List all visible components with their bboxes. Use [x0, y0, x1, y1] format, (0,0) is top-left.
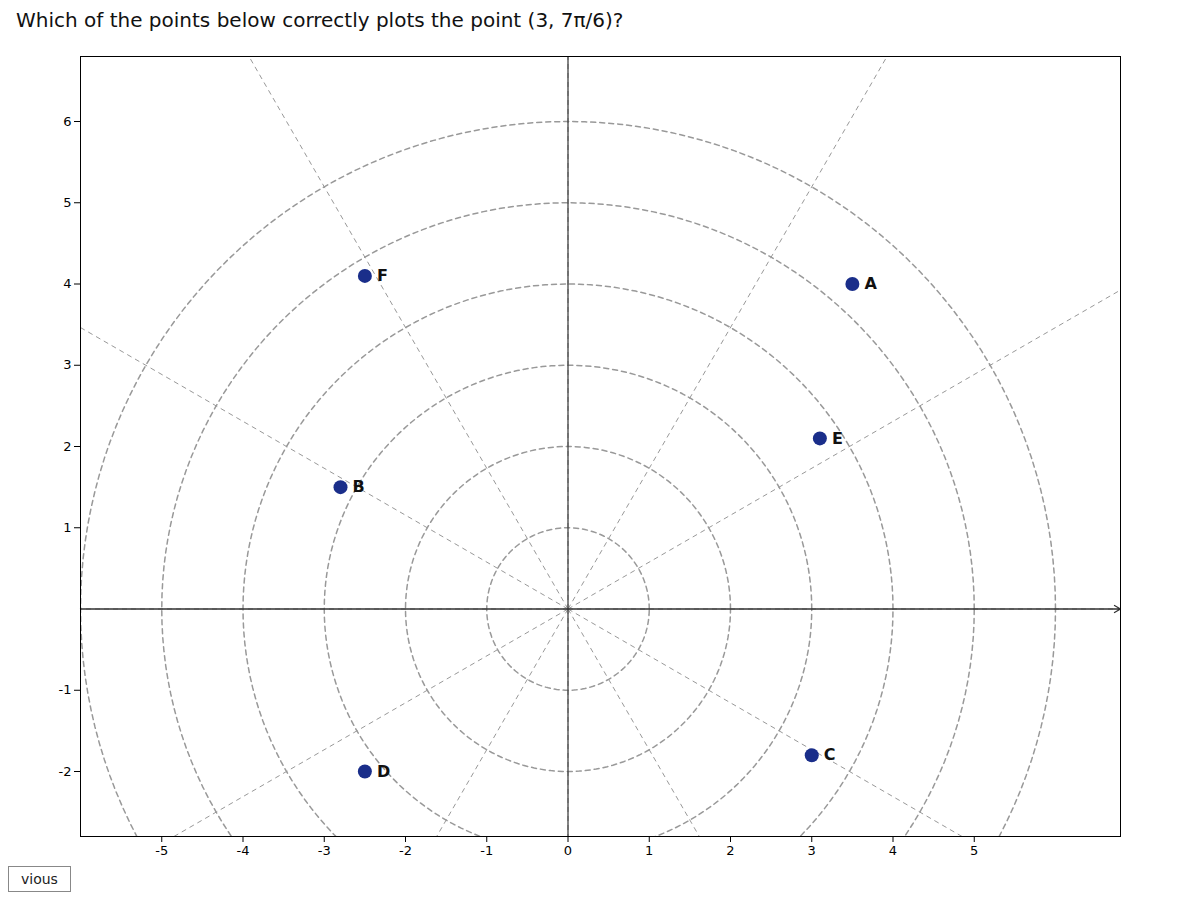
svg-text:F: F	[377, 266, 388, 285]
svg-text:5: 5	[970, 843, 978, 858]
svg-text:-3: -3	[318, 843, 331, 858]
svg-text:-1: -1	[59, 682, 72, 697]
svg-text:0: 0	[564, 843, 572, 858]
svg-text:C: C	[824, 745, 836, 764]
svg-text:3: 3	[808, 843, 816, 858]
svg-text:6: 6	[63, 114, 71, 129]
svg-text:4: 4	[63, 276, 71, 291]
svg-text:-2: -2	[59, 764, 72, 779]
svg-text:1: 1	[63, 520, 71, 535]
svg-text:-4: -4	[237, 843, 250, 858]
svg-text:D: D	[377, 762, 390, 781]
svg-text:-1: -1	[480, 843, 493, 858]
svg-text:1: 1	[645, 843, 653, 858]
svg-text:5: 5	[63, 195, 71, 210]
svg-text:-5: -5	[155, 843, 168, 858]
svg-text:4: 4	[889, 843, 897, 858]
svg-text:3: 3	[63, 357, 71, 372]
svg-text:B: B	[353, 477, 365, 496]
svg-text:2: 2	[726, 843, 734, 858]
svg-text:-2: -2	[399, 843, 412, 858]
svg-text:E: E	[832, 428, 843, 447]
svg-text:A: A	[864, 274, 877, 293]
html-text:Which of the points below corr: Which of the points below correctly plot…	[16, 8, 624, 32]
svg-text:2: 2	[63, 439, 71, 454]
html-text:vious: vious	[21, 871, 58, 887]
